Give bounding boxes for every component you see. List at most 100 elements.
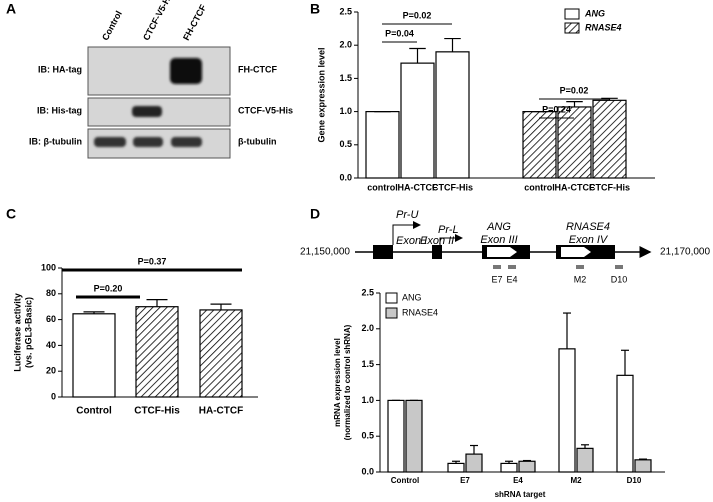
bar [592,99,627,179]
exon-label: Exon III [480,234,517,246]
y-tick-label: 100 [41,262,56,272]
legend-swatch [564,22,580,34]
legend-label: ANG [584,8,605,18]
p-value: P=0.24 [542,104,571,114]
bar [522,110,557,179]
gene-label: ANG [486,221,511,233]
x-tick-label: D10 [627,476,642,485]
exon-label: Exon II [420,235,454,247]
legend-label: RNASE4 [585,22,622,32]
x-tick-label: E4 [513,476,523,485]
promoter-label: Pr-U [396,209,418,221]
y-tick-label: 1.5 [361,359,374,369]
y-axis-title: Luciferase activity [12,293,22,372]
gene-map [355,221,652,269]
x-tick-label: control [367,182,398,192]
x-tick-label: Control [76,406,112,417]
antibody-label: IB: β-tubulin [29,136,82,146]
y-tick-label: 1.5 [339,73,352,83]
bar [558,348,576,473]
target-label: E4 [506,274,517,284]
band-label: β-tubulin [238,136,276,146]
blot-bands [94,58,202,147]
coordinate-label: 21,150,000 [300,247,350,258]
y-tick-label: 0.0 [361,466,374,476]
bar [387,399,405,473]
bar [518,460,536,473]
target-label: M2 [574,274,587,284]
lane-label: CTCF-V5-His [141,0,176,42]
p-value: P=0.20 [94,283,123,293]
blot-panel [87,46,231,96]
p-value: P=0.02 [560,85,589,95]
y-tick-label: 40 [46,340,56,350]
bar [500,462,518,473]
bar [465,453,483,473]
y-tick-label: 2.5 [339,6,352,16]
y-tick-label: 1.0 [339,106,352,116]
bar [634,459,652,473]
bar [135,306,179,398]
lane-label: FH-CTCF [181,2,208,42]
antibody-label: IB: His-tag [37,105,82,115]
exon-label: Exon I [396,235,427,247]
y-tick-label: 60 [46,314,56,324]
legend-swatch [385,292,398,304]
x-tick-label: HA-CTCF [555,182,595,192]
x-tick-label: HA-CTCF [398,182,438,192]
bar [405,399,423,473]
x-tick-label: CTCF-His [432,182,473,192]
y-tick-label: 0.5 [361,431,374,441]
exon-label: Exon IV [569,234,609,246]
bar [199,309,243,398]
bar [72,313,116,398]
y-tick-label: 80 [46,288,56,298]
bar [557,106,592,179]
p-value: P=0.04 [385,28,414,38]
panel-label: C [6,206,16,222]
bar [400,62,435,179]
gene-label: RNASE4 [566,221,610,233]
y-axis-title: Gene expression level [316,47,326,142]
y-tick-label: 2.0 [361,323,374,333]
bar [365,110,400,179]
x-tick-label: control [524,182,555,192]
band-label: CTCF-V5-His [238,105,293,115]
x-tick-label: M2 [570,476,582,485]
legend-swatch [385,307,398,319]
x-tick-label: E7 [460,476,470,485]
x-tick-label: HA-CTCF [199,406,243,417]
antibody-label: IB: HA-tag [38,64,82,74]
x-tick-label: Control [391,476,419,485]
panel-label: A [6,1,16,17]
y-axis-title: (normalized to control shRNA) [343,324,352,440]
y-tick-label: 1.0 [361,395,374,405]
p-value: P=0.02 [403,10,432,20]
x-tick-label: CTCF-His [589,182,630,192]
y-tick-label: 0.0 [339,172,352,182]
lane-label: Control [100,9,124,42]
panel-label: B [310,1,320,17]
x-tick-label: CTCF-His [134,406,180,417]
p-value: P=0.37 [138,256,167,266]
target-label: E7 [491,274,502,284]
y-axis-title: mRNA expression level [333,338,342,427]
y-axis-title: (vs. pGL3-Basic) [23,297,33,368]
coordinate-label: 21,170,000 [660,247,710,258]
y-tick-label: 0.5 [339,139,352,149]
band-label: FH-CTCF [238,64,277,74]
y-tick-label: 20 [46,366,56,376]
x-axis-title: shRNA target [495,490,546,499]
panel-label: D [310,206,320,222]
y-tick-label: 2.5 [361,287,374,297]
legend-label: RNASE4 [402,307,438,317]
y-tick-label: 0 [51,391,56,401]
bar [435,51,470,179]
legend-label: ANG [402,292,422,302]
bar [576,447,594,473]
target-label: D10 [611,274,628,284]
y-tick-label: 2.0 [339,40,352,50]
bar [616,374,634,473]
promoter-label: Pr-L [438,224,459,236]
